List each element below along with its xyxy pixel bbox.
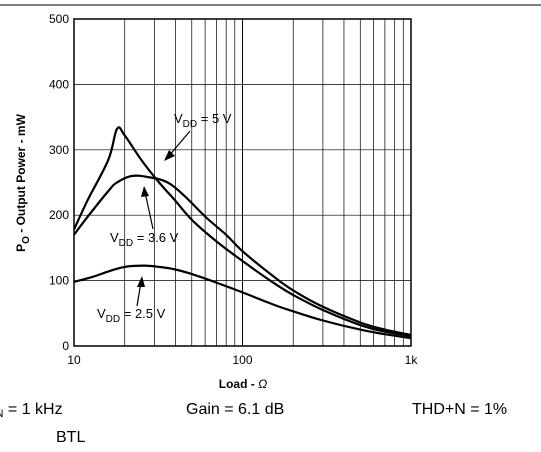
svg-text:VDD = 5 V: VDD = 5 V bbox=[174, 111, 232, 130]
curves bbox=[73, 126, 412, 340]
condition-thdn: THD+N = 1% bbox=[412, 401, 508, 418]
series-label-vdd-5: VDD = 5 V bbox=[164, 111, 232, 161]
grid bbox=[73, 18, 412, 347]
tick-labels: 0 100 200 300 400 500 10 100 1k bbox=[49, 12, 418, 367]
svg-text:VDD = 3.6 V: VDD = 3.6 V bbox=[110, 230, 179, 249]
y-tick-label: 300 bbox=[49, 143, 69, 157]
series-label-vdd-3.6: VDD = 3.6 V bbox=[110, 186, 179, 249]
curve-vdd-3.6 bbox=[73, 174, 412, 336]
condition-gain: Gain = 6.1 dB bbox=[186, 401, 285, 418]
y-tick-label: 200 bbox=[49, 208, 69, 222]
plot-frame bbox=[73, 18, 412, 347]
curve-vdd-5 bbox=[73, 126, 412, 338]
series-label-vdd-2.5: VDD = 2.5 V bbox=[97, 276, 166, 325]
condition-btl: BTL bbox=[56, 429, 86, 446]
x-tick-label: 1k bbox=[405, 353, 419, 367]
y-tick-label: 400 bbox=[49, 77, 69, 91]
curve-vdd-2.5 bbox=[73, 264, 412, 340]
x-axis-label: Load - Ω bbox=[219, 377, 267, 391]
y-tick-label: 500 bbox=[49, 12, 69, 26]
y-tick-label: 100 bbox=[49, 274, 69, 288]
y-axis-label: PO - Output Power - mW bbox=[14, 113, 32, 251]
x-tick-label: 10 bbox=[67, 353, 81, 367]
y-tick-label: 0 bbox=[62, 339, 69, 353]
leader-arrow-vdd-3.6 bbox=[144, 191, 154, 230]
condition-frequency: fIN = 1 kHz bbox=[0, 401, 63, 420]
x-tick-label: 100 bbox=[232, 353, 252, 367]
svg-text:VDD = 2.5 V: VDD = 2.5 V bbox=[97, 306, 166, 325]
